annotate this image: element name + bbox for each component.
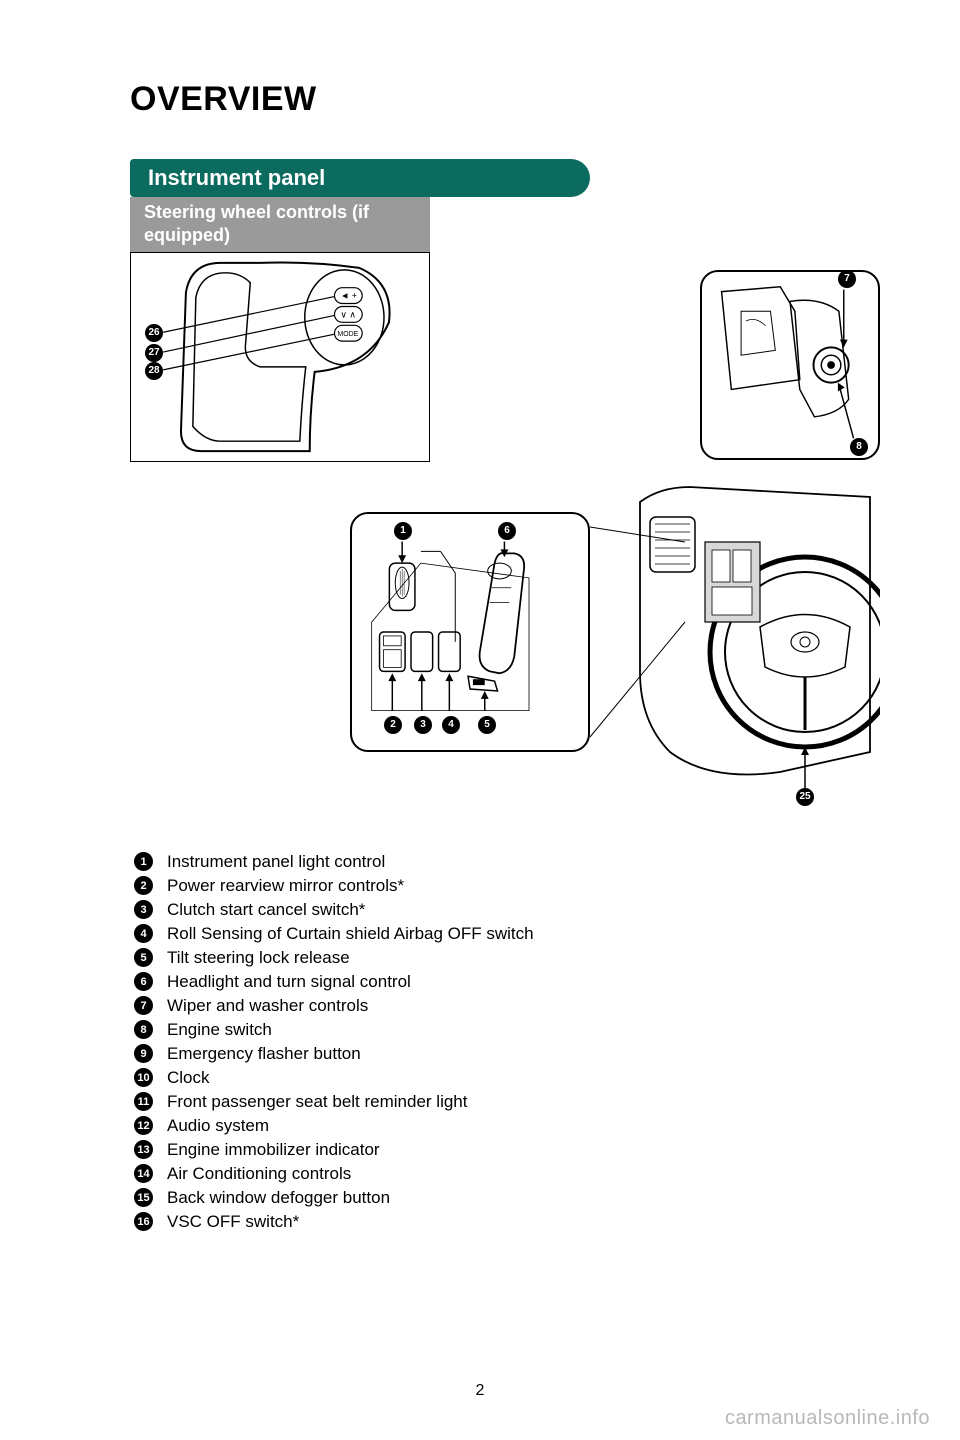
callout-5: 5 (478, 716, 496, 734)
bullet-icon: 13 (134, 1140, 153, 1159)
list-item: 16 VSC OFF switch* (134, 1212, 860, 1232)
bullet-icon: 15 (134, 1188, 153, 1207)
item-text: VSC OFF switch* (167, 1212, 299, 1232)
legend-list: 1 Instrument panel light control 2 Power r… (134, 852, 860, 1232)
callout-3: 3 (414, 716, 432, 734)
list-item: 13 Engine immobilizer indicator (134, 1140, 860, 1160)
item-text: Instrument panel light control (167, 852, 385, 872)
item-text: Air Conditioning controls (167, 1164, 351, 1184)
sub-header: Steering wheel controls (if equipped) (130, 197, 430, 252)
list-item: 6 Headlight and turn signal control (134, 972, 860, 992)
bullet-icon: 11 (134, 1092, 153, 1111)
bullet-icon: 2 (134, 876, 153, 895)
callout-7: 7 (838, 270, 856, 288)
list-item: 10 Clock (134, 1068, 860, 1088)
callout-8: 8 (850, 438, 868, 456)
bullet-icon: 3 (134, 900, 153, 919)
section-header: Instrument panel (130, 159, 590, 197)
diagram-area: ◄ + ∨ ∧ MODE 26 27 28 (130, 252, 860, 812)
item-text: Wiper and washer controls (167, 996, 368, 1016)
list-item: 4 Roll Sensing of Curtain shield Airbag O… (134, 924, 860, 944)
list-item: 2 Power rearview mirror controls* (134, 876, 860, 896)
watermark: carmanualsonline.info (725, 1407, 930, 1430)
callout-6: 6 (498, 522, 516, 540)
list-item: 1 Instrument panel light control (134, 852, 860, 872)
page-number: 2 (476, 1382, 485, 1400)
list-item: 8 Engine switch (134, 1020, 860, 1040)
callout-27: 27 (145, 344, 163, 362)
svg-text:MODE: MODE (337, 331, 358, 338)
bullet-icon: 14 (134, 1164, 153, 1183)
list-item: 7 Wiper and washer controls (134, 996, 860, 1016)
bullet-icon: 6 (134, 972, 153, 991)
bullet-icon: 16 (134, 1212, 153, 1231)
svg-text:◄ +: ◄ + (340, 290, 357, 300)
item-text: Power rearview mirror controls* (167, 876, 404, 896)
ignition-diagram: 7 8 (700, 270, 880, 460)
item-text: Tilt steering lock release (167, 948, 350, 968)
item-text: Clutch start cancel switch* (167, 900, 365, 920)
page-title: OVERVIEW (130, 80, 860, 119)
callout-4: 4 (442, 716, 460, 734)
item-text: Front passenger seat belt reminder light (167, 1092, 468, 1112)
list-item: 9 Emergency flasher button (134, 1044, 860, 1064)
callout-2: 2 (384, 716, 402, 734)
center-panel-diagram: 1 6 2 3 4 5 (350, 512, 590, 752)
item-text: Emergency flasher button (167, 1044, 361, 1064)
item-text: Engine switch (167, 1020, 272, 1040)
list-item: 14 Air Conditioning controls (134, 1164, 860, 1184)
bullet-icon: 12 (134, 1116, 153, 1135)
bullet-icon: 9 (134, 1044, 153, 1063)
bullet-icon: 7 (134, 996, 153, 1015)
list-item: 12 Audio system (134, 1116, 860, 1136)
bullet-icon: 10 (134, 1068, 153, 1087)
item-text: Headlight and turn signal control (167, 972, 411, 992)
steering-wheel-diagram: ◄ + ∨ ∧ MODE 26 27 28 (130, 252, 430, 462)
bullet-icon: 5 (134, 948, 153, 967)
callout-28: 28 (145, 362, 163, 380)
list-item: 15 Back window defogger button (134, 1188, 860, 1208)
callout-1: 1 (394, 522, 412, 540)
item-text: Audio system (167, 1116, 269, 1136)
bullet-icon: 4 (134, 924, 153, 943)
list-item: 11 Front passenger seat belt reminder lig… (134, 1092, 860, 1112)
list-item: 5 Tilt steering lock release (134, 948, 860, 968)
svg-text:∨ ∧: ∨ ∧ (340, 309, 356, 319)
dashboard-diagram: 25 (630, 472, 880, 812)
bullet-icon: 1 (134, 852, 153, 871)
bullet-icon: 8 (134, 1020, 153, 1039)
callout-26: 26 (145, 324, 163, 342)
item-text: Clock (167, 1068, 210, 1088)
callout-25: 25 (796, 788, 814, 806)
list-item: 3 Clutch start cancel switch* (134, 900, 860, 920)
item-text: Roll Sensing of Curtain shield Airbag OF… (167, 924, 534, 944)
item-text: Engine immobilizer indicator (167, 1140, 380, 1160)
item-text: Back window defogger button (167, 1188, 390, 1208)
